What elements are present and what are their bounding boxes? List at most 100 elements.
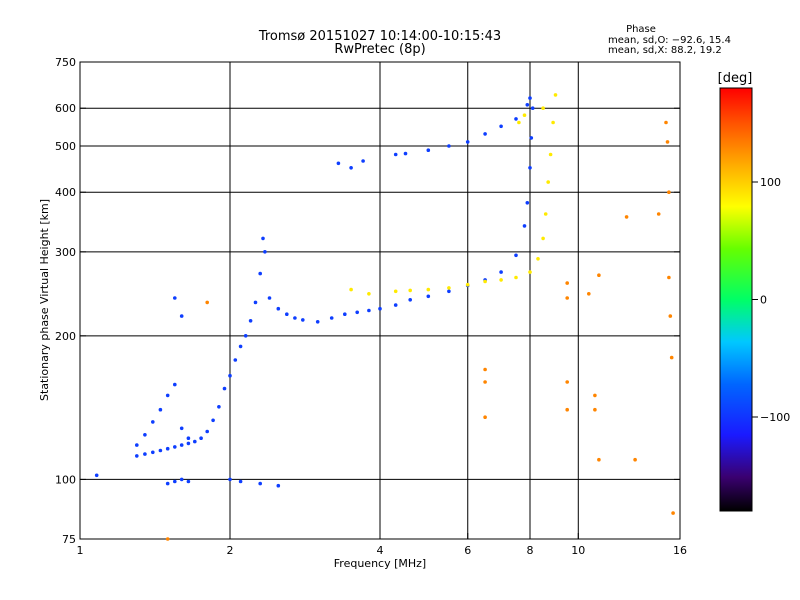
- echo-point: [367, 292, 371, 296]
- echo-point: [483, 415, 487, 420]
- echo-point: [517, 120, 521, 125]
- echo-point: [525, 201, 530, 205]
- echo-point: [426, 287, 431, 292]
- echo-point: [276, 483, 281, 488]
- echo-point: [173, 479, 177, 484]
- echo-point: [393, 303, 398, 307]
- echo-point: [483, 380, 487, 384]
- echo-point: [343, 312, 347, 317]
- echo-point: [530, 106, 535, 110]
- echo-point: [522, 224, 527, 228]
- echo-point: [408, 288, 413, 293]
- echo-point: [258, 271, 263, 276]
- echo-point: [349, 166, 353, 170]
- colorbar-ticks: 100 0 −100: [752, 176, 790, 424]
- echo-point: [173, 296, 177, 300]
- echo-point: [361, 159, 365, 163]
- echo-point: [199, 436, 203, 441]
- echo-point: [179, 443, 184, 447]
- echo-points: [94, 93, 675, 541]
- y-tick-label: 500: [55, 140, 76, 153]
- echo-point: [267, 296, 272, 300]
- echo-point: [528, 270, 532, 274]
- echo-point: [248, 319, 253, 323]
- echo-point: [393, 289, 398, 294]
- echo-point: [179, 314, 184, 318]
- echo-point: [285, 312, 289, 317]
- x-tick-label: 8: [527, 544, 534, 557]
- echo-point: [528, 166, 532, 170]
- echo-point: [211, 418, 215, 423]
- echo-point: [165, 481, 170, 486]
- echo-point: [514, 117, 518, 121]
- echo-point: [593, 407, 597, 412]
- echo-point: [541, 236, 545, 241]
- echo-point: [276, 306, 281, 311]
- echo-point: [173, 445, 177, 449]
- echo-point: [529, 136, 534, 140]
- echo-point: [541, 106, 545, 110]
- echo-point: [179, 426, 184, 431]
- chart-subtitle: RwPretec (8p): [334, 42, 425, 57]
- echo-point: [548, 152, 553, 157]
- echo-point: [355, 310, 360, 315]
- echo-point: [165, 446, 170, 451]
- echo-point: [151, 450, 155, 455]
- echo-point: [593, 393, 597, 398]
- echo-point: [378, 306, 382, 311]
- echo-point: [664, 120, 668, 125]
- echo-point: [543, 212, 548, 216]
- x-tick-label: 2: [227, 544, 234, 557]
- echo-point: [465, 140, 470, 144]
- echo-point: [193, 439, 197, 444]
- echo-point: [143, 452, 147, 456]
- echo-point: [228, 373, 232, 378]
- echo-point: [336, 161, 341, 166]
- echo-point: [151, 420, 155, 424]
- y-axis-label: Stationary phase Virtual Height [km]: [38, 199, 51, 401]
- echo-point: [408, 298, 413, 302]
- x-tick-label: 6: [464, 544, 471, 557]
- phase-stats-x: mean, sd,X: 88.2, 19.2: [608, 45, 722, 56]
- y-tick-label: 200: [55, 330, 76, 343]
- y-axis-ticks: 75 100 200 300 400 500 600 750: [55, 56, 680, 546]
- echo-point: [158, 407, 163, 412]
- echo-point: [426, 294, 431, 299]
- echo-point: [135, 443, 139, 447]
- echo-point: [367, 308, 371, 313]
- echo-point: [447, 289, 451, 294]
- echo-point: [217, 405, 221, 409]
- y-tick-label: 400: [55, 186, 76, 199]
- chart-title: Tromsø 20151027 10:14:00-10:15:43: [258, 29, 501, 44]
- echo-point: [565, 281, 569, 285]
- echo-point: [665, 140, 670, 144]
- x-axis-label: Frequency [MHz]: [334, 557, 426, 570]
- echo-point: [165, 393, 170, 398]
- echo-point: [633, 457, 637, 462]
- echo-point: [263, 250, 267, 254]
- echo-point: [179, 477, 184, 482]
- y-tick-label: 75: [62, 533, 76, 546]
- echo-point: [186, 436, 191, 441]
- echo-point: [465, 282, 470, 287]
- echo-point: [329, 316, 334, 320]
- echo-point: [551, 120, 555, 125]
- echo-point: [525, 103, 530, 107]
- echo-point: [624, 215, 629, 219]
- phase-stats-o: mean, sd,O: −92.6, 15.4: [608, 35, 731, 46]
- echo-point: [447, 286, 451, 290]
- y-tick-label: 600: [55, 102, 76, 115]
- echo-point: [565, 407, 569, 412]
- echo-point: [403, 151, 408, 156]
- echo-point: [158, 448, 163, 453]
- echo-point: [667, 190, 671, 194]
- echo-point: [565, 380, 569, 384]
- echo-point: [656, 212, 661, 216]
- x-tick-label: 10: [571, 544, 585, 557]
- phase-stats-heading: Phase: [626, 24, 656, 35]
- echo-point: [135, 454, 139, 458]
- echo-point: [447, 144, 451, 148]
- x-tick-label: 1: [77, 544, 84, 557]
- echo-point: [483, 279, 487, 284]
